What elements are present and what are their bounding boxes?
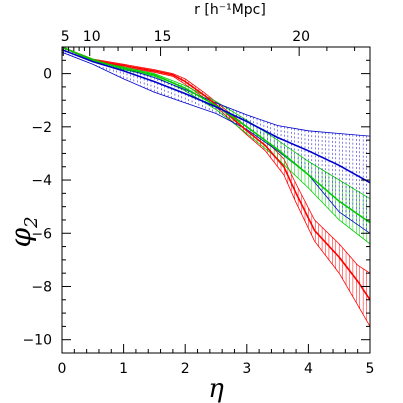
series-line-0: [62, 47, 370, 301]
band-upper-2: [62, 47, 370, 137]
x-tick-label: 0: [58, 361, 67, 377]
y-tick-label: 0: [43, 67, 52, 83]
tick-labels: 0 1 2 3 4 5 0 −2 −4 −6 −8 −10 5 10 15 20: [22, 29, 374, 377]
x-tick-label: 4: [304, 361, 313, 377]
x-tick-label: 1: [119, 361, 128, 377]
top-tick-label: 5: [61, 29, 70, 45]
band-upper-1: [62, 47, 370, 200]
svg-text:φ2: φ2: [4, 216, 42, 247]
top-axis-title: r [h⁻¹Mpc]: [194, 2, 266, 18]
x-tick-label: 3: [242, 361, 251, 377]
x-tick-label: 5: [366, 361, 375, 377]
y-tick-label: −4: [31, 173, 52, 189]
y-tick-label: −10: [22, 333, 52, 349]
series-line-1: [62, 47, 370, 224]
top-tick-label: 15: [154, 29, 172, 45]
series-line-2: [62, 48, 370, 184]
plot-frame: [61, 46, 371, 354]
y-tick-label: −6: [31, 226, 52, 242]
top-tick-label: 20: [292, 29, 310, 45]
band-lower-1: [62, 49, 370, 245]
x-tick-label: 2: [181, 361, 190, 377]
error-bands: [62, 47, 370, 327]
top-tick-label: 10: [83, 29, 101, 45]
y-axis-title: φ2: [4, 216, 42, 247]
band-lower-2: [62, 51, 370, 234]
y-tick-label: −8: [31, 279, 52, 295]
y-axis-subscript: 2: [21, 216, 42, 228]
axis-ticks: [61, 46, 371, 353]
x-axis-title: η: [208, 374, 224, 403]
series-lines: [62, 47, 370, 301]
y-axis-symbol: φ: [4, 228, 37, 248]
band-upper-0: [62, 47, 370, 274]
y-tick-label: −2: [31, 120, 52, 136]
